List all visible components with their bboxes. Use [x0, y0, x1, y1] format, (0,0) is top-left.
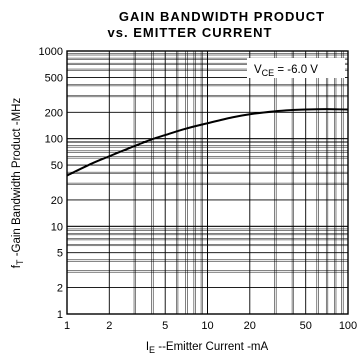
- vce-annotation-rest: = -6.0 V: [274, 64, 318, 76]
- series-line: [66, 108, 349, 177]
- x-tick-label: 1: [64, 320, 70, 332]
- y-tick-label: 100: [45, 134, 63, 146]
- x-axis-label-main: I: [146, 341, 149, 353]
- y-tick-label: 200: [45, 107, 63, 119]
- x-axis-label-sub: E: [149, 345, 155, 355]
- y-tick-label: 50: [51, 160, 63, 172]
- x-tick-label: 50: [300, 320, 312, 332]
- y-tick-label: 10: [51, 221, 63, 233]
- x-tick-label: 2: [106, 320, 112, 332]
- tick-labels: 1 2 5 10 20 50 100 1 2 5 10 20 50 100 200 500 1000: [39, 46, 358, 332]
- chart-title: GAIN BANDWIDTH PRODUCT: [119, 9, 325, 24]
- y-tick-label: 5: [57, 248, 63, 260]
- x-tick-label: 10: [201, 320, 213, 332]
- annotation-box: [247, 58, 345, 78]
- grid: [66, 50, 349, 315]
- vce-annotation-main: V: [254, 64, 262, 76]
- plot-frame: [66, 50, 349, 315]
- y-axis-label-main: f: [11, 264, 23, 268]
- x-axis-label-rest: --Emitter Current -mA: [155, 341, 268, 353]
- chart-subtitle: vs. EMITTER CURRENT: [108, 25, 273, 40]
- y-tick-label: 20: [51, 195, 63, 207]
- y-tick-label: 1000: [39, 46, 63, 58]
- x-tick-label: 100: [339, 320, 357, 332]
- y-tick-label: 500: [45, 72, 63, 84]
- x-tick-label: 20: [244, 320, 256, 332]
- y-axis-label-rest: -Gain Bandwidth Product -MHz: [11, 98, 23, 260]
- y-axis-label-sub: T: [15, 259, 25, 265]
- series-group: [66, 108, 349, 177]
- vce-annotation: VCE = -6.0 V: [254, 64, 318, 78]
- y-axis-label: fT -Gain Bandwidth Product -MHz: [11, 98, 25, 269]
- vce-annotation-sub: CE: [262, 68, 275, 78]
- y-tick-label: 1: [57, 309, 63, 321]
- x-tick-label: 5: [162, 320, 168, 332]
- y-tick-label: 2: [57, 283, 63, 295]
- x-axis-label: IE --Emitter Current -mA: [146, 341, 269, 355]
